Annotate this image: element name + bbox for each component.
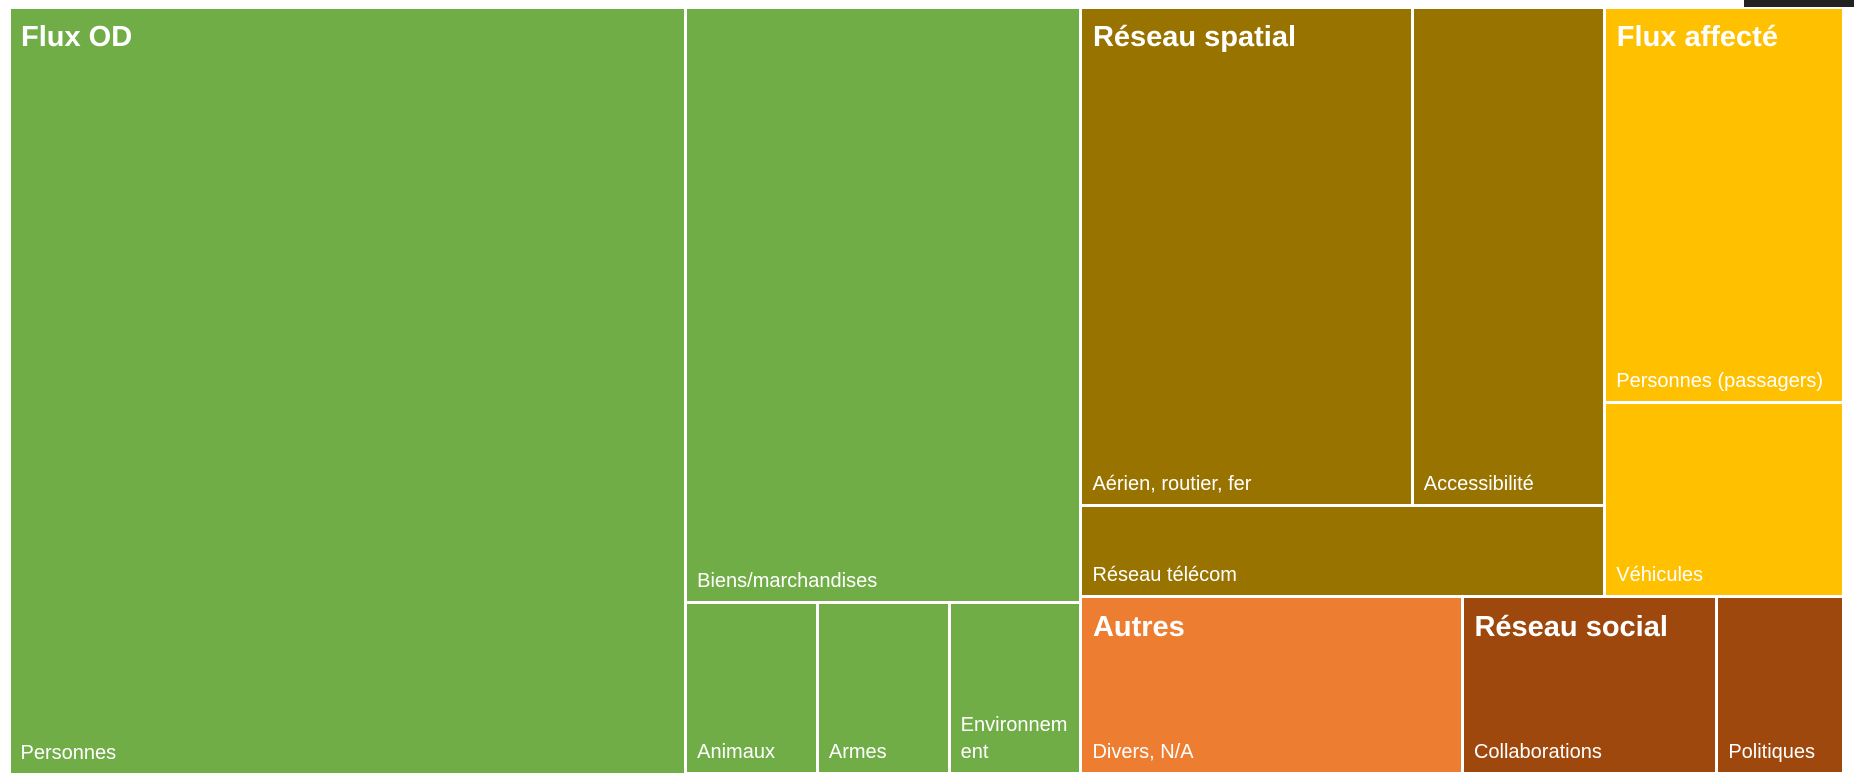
tile: Véhicules xyxy=(1606,403,1843,596)
window-corner xyxy=(1744,0,1854,7)
group-label: Flux affecté xyxy=(1616,21,1778,53)
tile-label: Personnes (passagers) xyxy=(1616,369,1824,392)
tile: Animaux xyxy=(687,604,816,773)
tile-label: Aérien, routier, fer xyxy=(1092,472,1252,495)
tile-label: Divers, N/A xyxy=(1092,741,1194,764)
tile-label: Personnes xyxy=(20,741,117,764)
tile: Divers, N/A xyxy=(1082,598,1461,773)
tile-label: Biens/marchandises xyxy=(697,570,878,593)
group-label: Flux OD xyxy=(21,21,133,53)
tile: Politiques xyxy=(1718,598,1843,773)
tile: Collaborations xyxy=(1463,598,1716,773)
tile: Réseau télécom xyxy=(1082,506,1604,596)
tile: Biens/marchandises xyxy=(687,8,1080,602)
tile-label: Accessibilité xyxy=(1423,472,1534,495)
tile-label: Réseau télécom xyxy=(1092,564,1237,587)
group-label: Autres xyxy=(1092,610,1185,643)
tile: Armes xyxy=(818,604,948,773)
group-label: Réseau spatial xyxy=(1092,21,1297,53)
tile-label: Politiques xyxy=(1728,741,1816,764)
group-label: Réseau social xyxy=(1474,610,1668,643)
tile-label: Environnement xyxy=(960,714,1068,764)
tile: Aérien, routier, fer xyxy=(1082,8,1411,504)
tile-label: Animaux xyxy=(697,741,775,764)
tile: Personnes xyxy=(10,8,685,773)
tile-label: Véhicules xyxy=(1616,564,1704,587)
tile-label: Collaborations xyxy=(1473,741,1602,764)
tile: Personnes (passagers) xyxy=(1606,8,1843,401)
tile: Environnement xyxy=(950,604,1080,773)
tile-label: Armes xyxy=(828,741,887,764)
tile: Accessibilité xyxy=(1413,8,1604,504)
